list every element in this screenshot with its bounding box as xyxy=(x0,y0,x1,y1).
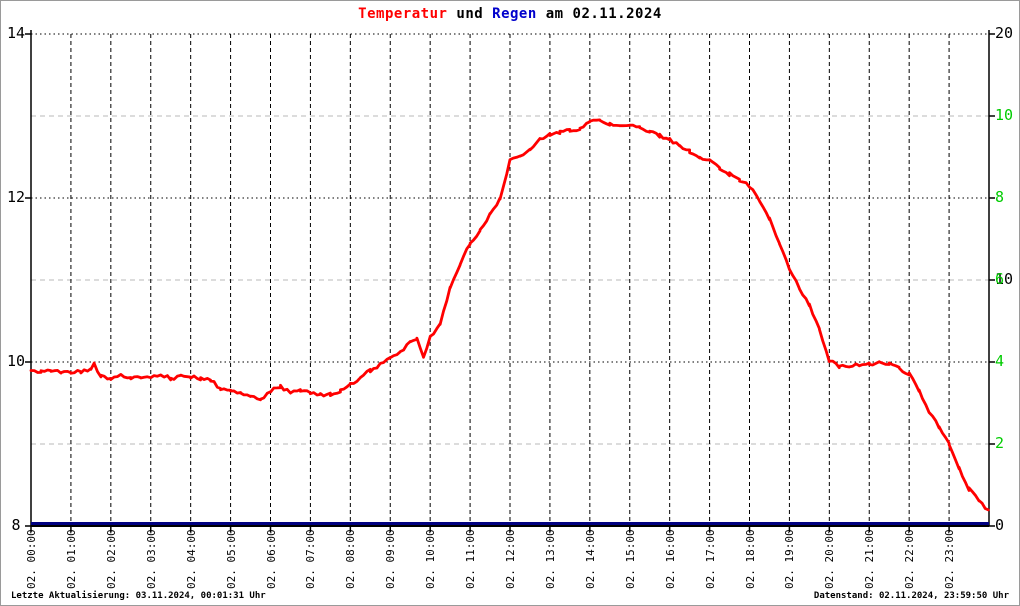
left-axis-label-14: 14 xyxy=(6,24,26,42)
x-axis-label-13: 02. 13:00 xyxy=(543,529,557,589)
right-axis-label-front-6: 6 xyxy=(995,270,1005,288)
title-regen: Regen xyxy=(492,6,537,22)
data-timestamp-text: Datenstand: 02.11.2024, 23:59:50 Uhr xyxy=(813,591,1009,601)
x-axis-label-16: 02. 16:00 xyxy=(663,529,677,589)
x-axis-label-0: 02. 00:00 xyxy=(25,529,38,589)
x-axis-label-18: 02. 18:00 xyxy=(743,529,757,589)
x-axis-label-2: 02. 02:00 xyxy=(104,529,118,589)
x-axis-label-7: 02. 07:00 xyxy=(304,529,318,589)
last-update-text: Letzte Aktualisierung: 03.11.2024, 00:01… xyxy=(11,591,266,601)
right-axis-label-4: 4 xyxy=(995,352,1005,370)
x-axis-label-19: 02. 19:00 xyxy=(783,529,797,589)
x-axis-label-1: 02. 01:00 xyxy=(64,529,78,589)
x-axis-label-5: 02. 05:00 xyxy=(224,529,238,589)
x-axis-label-22: 02. 22:00 xyxy=(903,529,917,589)
right-axis-label-2: 2 xyxy=(995,434,1005,452)
x-axis-label-8: 02. 08:00 xyxy=(344,529,358,589)
right-axis-label-0: 0 xyxy=(995,516,1005,534)
x-axis-label-12: 02. 12:00 xyxy=(504,529,517,589)
x-axis-label-3: 02. 03:00 xyxy=(144,529,158,589)
left-axis-label-12: 12 xyxy=(6,188,26,206)
x-axis-label-9: 02. 09:00 xyxy=(384,529,398,589)
title-und: und xyxy=(456,6,484,22)
x-axis-label-6: 02. 06:00 xyxy=(264,529,278,589)
left-axis-label-8: 8 xyxy=(11,516,21,534)
title-date: am 02.11.2024 xyxy=(545,6,662,22)
x-axis-label-17: 02. 17:00 xyxy=(703,529,717,589)
right-axis-label-10: 10 xyxy=(995,106,1014,124)
x-axis-label-20: 02. 20:00 xyxy=(823,529,837,589)
x-axis-label-21: 02. 21:00 xyxy=(863,529,877,589)
temperature-line xyxy=(29,118,990,512)
title-temperatur: Temperatur xyxy=(358,6,448,22)
chart-title: Temperatur und Regen am 02.11.2024 xyxy=(1,6,1019,22)
right-axis-label-20: 20 xyxy=(995,24,1014,42)
x-axis-label-11: 02. 11:00 xyxy=(464,529,478,589)
x-axis-label-23: 02. 23:00 xyxy=(943,529,957,589)
right-axis-label-8: 8 xyxy=(995,188,1005,206)
left-axis-label-10: 10 xyxy=(6,352,26,370)
x-axis-label-10: 02. 10:00 xyxy=(424,529,438,589)
right-axis-label-behind-10: 10 xyxy=(995,270,1014,288)
x-axis-label-4: 02. 04:00 xyxy=(184,529,198,589)
x-axis-label-15: 02. 15:00 xyxy=(623,529,637,589)
x-axis-label-14: 02. 14:00 xyxy=(583,529,597,589)
